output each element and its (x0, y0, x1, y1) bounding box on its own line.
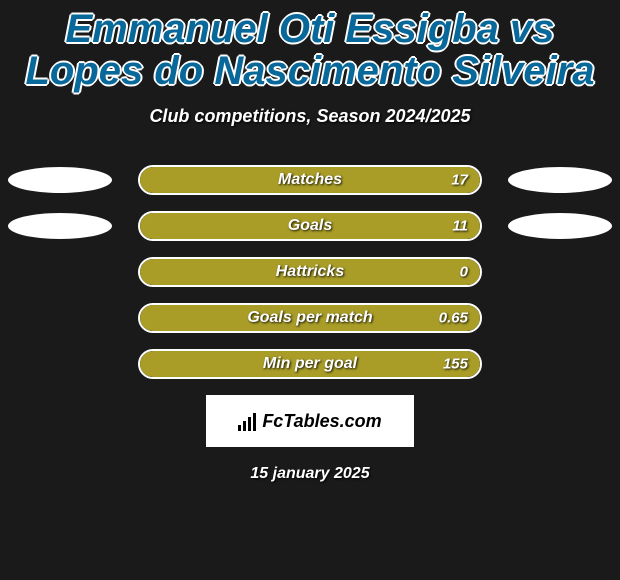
stat-pill: Min per goal155 (138, 349, 482, 379)
subtitle-wrap: Club competitions, Season 2024/2025 (0, 106, 620, 127)
player-left-ellipse (8, 213, 112, 239)
player-right-ellipse (508, 213, 612, 239)
bar-row: Hattricks0 (0, 257, 620, 287)
stat-label: Goals (140, 217, 480, 235)
page-title-wrap: Emmanuel Oti Essigba vs Lopes do Nascime… (0, 0, 620, 92)
stat-value-right: 17 (451, 172, 468, 189)
logo-box: FcTables.com (206, 395, 414, 447)
subtitle: Club competitions, Season 2024/2025 (149, 106, 470, 126)
page-title: Emmanuel Oti Essigba vs Lopes do Nascime… (20, 8, 600, 92)
stat-label: Goals per match (140, 309, 480, 327)
stat-value-right: 155 (443, 356, 468, 373)
stat-label: Min per goal (140, 355, 480, 373)
date-line: 15 january 2025 (0, 465, 620, 483)
stat-pill: Goals11 (138, 211, 482, 241)
stat-pill: Goals per match0.65 (138, 303, 482, 333)
bar-row: Goals per match0.65 (0, 303, 620, 333)
logo-text: FcTables.com (262, 411, 381, 432)
stat-pill: Matches17 (138, 165, 482, 195)
comparison-chart: Matches17 Goals11 Hattricks0 Goals per matc… (0, 165, 620, 379)
stat-pill: Hattricks0 (138, 257, 482, 287)
stat-value-right: 0.65 (439, 310, 468, 327)
player-right-ellipse (508, 167, 612, 193)
bar-row: Goals11 (0, 211, 620, 241)
date-text: 15 january 2025 (250, 465, 369, 482)
barchart-icon (238, 411, 258, 431)
stat-label: Hattricks (140, 263, 480, 281)
stat-value-right: 0 (460, 264, 468, 281)
player-left-ellipse (8, 167, 112, 193)
stat-label: Matches (140, 171, 480, 189)
bar-row: Min per goal155 (0, 349, 620, 379)
stat-value-right: 11 (452, 218, 468, 235)
bar-row: Matches17 (0, 165, 620, 195)
